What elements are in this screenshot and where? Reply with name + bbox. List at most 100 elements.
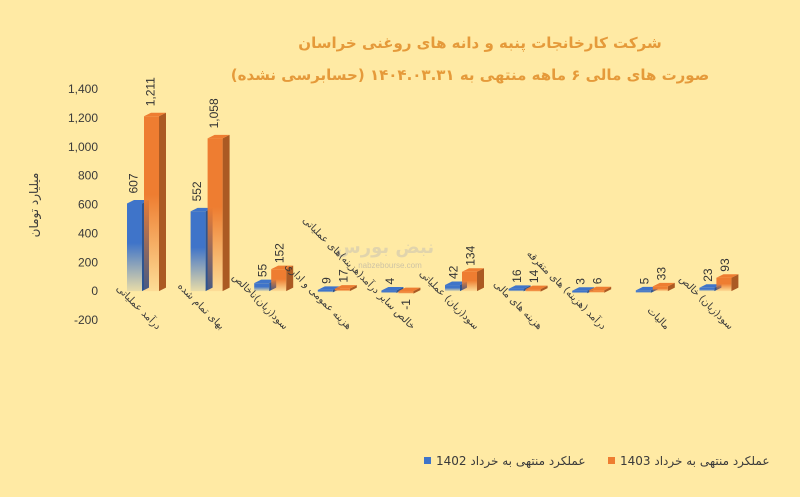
bar-top — [445, 281, 467, 286]
bar-front — [190, 211, 206, 292]
bar-front — [381, 290, 397, 294]
legend-label-1403: عملکرد منتهی به خرداد 1403 — [620, 454, 770, 469]
bar-top — [317, 286, 340, 290]
bar-value-label: 4 — [383, 278, 397, 285]
bar-front — [572, 290, 588, 294]
bar-top — [207, 134, 230, 139]
bar-top — [271, 265, 294, 270]
bar-1403: -1 — [398, 287, 421, 310]
y-tick-label: 600 — [78, 198, 98, 212]
bar-top — [381, 287, 404, 291]
bar-value-label: 55 — [256, 264, 270, 278]
bar-value-label: 607 — [127, 173, 141, 193]
bar-value-label: 552 — [190, 181, 204, 201]
bar-top — [699, 284, 722, 288]
chart-subtitle: صورت های مالی ۶ ماهه منتهی به ۱۴۰۴.۰۳.۳۱… — [231, 66, 709, 84]
bar-side — [540, 285, 548, 292]
bar-top — [462, 268, 484, 272]
legend-swatch-1402 — [424, 457, 431, 464]
x-category-label: خالص سایر درآمد(هزینه)های عملیاتی — [300, 214, 419, 333]
bar-1402: 16 — [508, 269, 531, 292]
bar-value-label: 1,058 — [207, 98, 221, 128]
bar-top — [635, 286, 658, 291]
y-tick-label: 800 — [78, 169, 98, 183]
bar-value-label: 42 — [447, 265, 461, 279]
bar-front — [271, 269, 287, 292]
bar-front — [589, 290, 605, 293]
bar-value-label: 9 — [319, 277, 333, 284]
bar-front — [716, 277, 732, 292]
bar-side — [159, 112, 166, 292]
y-tick-label: 1,400 — [68, 82, 98, 96]
bar-top — [508, 285, 531, 289]
bar-top — [525, 285, 548, 290]
bar-value-label: 33 — [654, 267, 668, 281]
bar-front — [525, 289, 541, 292]
y-tick-label: 0 — [91, 284, 98, 298]
bar-1403: 93 — [716, 258, 739, 292]
bar-front — [207, 138, 223, 292]
bar-1403: 134 — [462, 245, 484, 292]
bar-1403: 33 — [652, 267, 675, 292]
bar-value-label: 17 — [336, 269, 350, 283]
bar-side — [286, 265, 294, 292]
bar-top — [190, 207, 213, 212]
bar-1403: 1,211 — [144, 77, 166, 292]
bar-value-label: 3 — [574, 278, 588, 285]
bar-top — [127, 199, 149, 204]
bar-front — [334, 288, 350, 292]
bar-front — [445, 285, 460, 292]
y-tick-label: 200 — [78, 255, 98, 269]
y-tick-label: 400 — [78, 226, 98, 240]
bar-front — [508, 288, 524, 292]
y-axis-label: میلیارد تومان — [27, 173, 42, 238]
bar-side — [477, 268, 484, 292]
bar-side — [396, 287, 404, 294]
bar-value-label: -1 — [399, 299, 413, 310]
bar-front — [144, 116, 159, 292]
bar-side — [413, 287, 421, 294]
bar-1403: 1,058 — [207, 98, 230, 292]
x-category-label: مالیات — [645, 305, 672, 332]
bar-side — [523, 285, 531, 292]
bar-front — [699, 287, 715, 292]
bar-front — [127, 203, 142, 292]
bar-value-label: 1,211 — [144, 77, 158, 106]
bar-side — [667, 282, 675, 292]
bar-value-label: 14 — [527, 269, 541, 283]
bar-value-label: 134 — [464, 245, 478, 265]
bar-top — [589, 286, 612, 291]
y-tick-label: 1,200 — [68, 111, 98, 125]
bar-top — [398, 287, 421, 292]
bar-side — [349, 285, 357, 292]
chart-title: شرکت کارخانجات پنبه و دانه های روغنی خرا… — [298, 34, 661, 53]
legend-label-1402: عملکرد منتهی به خرداد 1402 — [436, 454, 586, 469]
bar-value-label: 16 — [510, 269, 524, 283]
bar-front — [462, 271, 477, 292]
bar-front — [398, 291, 414, 294]
y-tick-label: -200 — [74, 313, 98, 327]
bar-value-label: 93 — [718, 258, 732, 272]
bar-value-label: 6 — [591, 277, 605, 284]
watermark-brand: نبض بورس — [336, 237, 434, 258]
bar-top — [716, 274, 739, 278]
bar-1403: 152 — [271, 243, 294, 292]
bar-side — [731, 274, 739, 292]
bar-top — [652, 282, 675, 287]
legend: عملکرد منتهی به خرداد 1402 عملکرد منتهی … — [424, 454, 770, 469]
legend-swatch-1403 — [608, 457, 615, 464]
bar-value-label: 152 — [273, 243, 287, 263]
bar-1403: 14 — [525, 269, 548, 292]
bar-top — [254, 279, 277, 284]
bar-side — [604, 286, 612, 293]
bar-front — [652, 286, 668, 292]
bar-top — [572, 287, 595, 291]
bar-front — [254, 283, 270, 292]
bar-1403: 6 — [589, 277, 612, 293]
bar-1403: 17 — [334, 269, 357, 292]
watermark-url: nabzebourse.com — [358, 261, 422, 270]
bar-front — [635, 290, 651, 293]
bar-1402: 4 — [381, 278, 404, 294]
